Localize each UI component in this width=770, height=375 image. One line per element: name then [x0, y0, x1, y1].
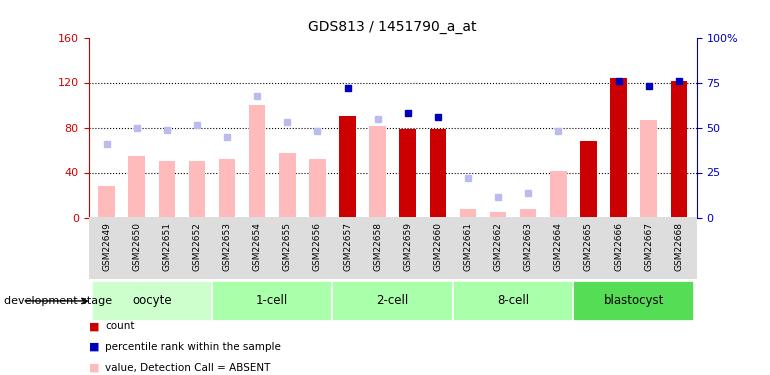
Text: GSM22654: GSM22654: [253, 222, 262, 272]
Bar: [550, 171, 567, 217]
Bar: [400, 129, 416, 217]
Bar: [99, 186, 115, 218]
Text: GSM22651: GSM22651: [162, 222, 172, 272]
Text: GSM22666: GSM22666: [614, 222, 623, 272]
Bar: [333, 281, 453, 321]
Text: GSM22662: GSM22662: [494, 222, 503, 272]
Text: GSM22652: GSM22652: [192, 222, 202, 272]
Bar: [574, 281, 694, 321]
Bar: [92, 281, 212, 321]
Text: ■: ■: [89, 321, 99, 331]
Text: GSM22661: GSM22661: [464, 222, 473, 272]
Text: GSM22659: GSM22659: [403, 222, 412, 272]
Bar: [641, 120, 657, 218]
Bar: [453, 281, 574, 321]
Text: 8-cell: 8-cell: [497, 294, 529, 307]
Text: value, Detection Call = ABSENT: value, Detection Call = ABSENT: [105, 363, 271, 372]
Text: development stage: development stage: [4, 296, 112, 306]
Text: GSM22663: GSM22663: [524, 222, 533, 272]
Bar: [340, 116, 356, 218]
Text: blastocyst: blastocyst: [604, 294, 664, 307]
Text: ■: ■: [89, 363, 99, 372]
Text: ■: ■: [89, 342, 99, 352]
Text: percentile rank within the sample: percentile rank within the sample: [105, 342, 281, 352]
Text: count: count: [105, 321, 135, 331]
Bar: [159, 161, 175, 218]
Bar: [212, 281, 333, 321]
Bar: [219, 159, 236, 218]
Text: GSM22660: GSM22660: [434, 222, 443, 272]
Bar: [611, 78, 627, 218]
Text: GSM22650: GSM22650: [132, 222, 141, 272]
Bar: [129, 156, 145, 218]
Bar: [520, 209, 537, 218]
Text: GSM22655: GSM22655: [283, 222, 292, 272]
Bar: [430, 129, 446, 217]
Bar: [279, 153, 296, 218]
Bar: [249, 105, 266, 218]
Text: GSM22653: GSM22653: [223, 222, 232, 272]
Text: 1-cell: 1-cell: [256, 294, 289, 307]
Bar: [580, 141, 597, 218]
Text: GSM22665: GSM22665: [584, 222, 593, 272]
Bar: [671, 81, 687, 218]
Text: GSM22658: GSM22658: [373, 222, 382, 272]
Text: GSM22657: GSM22657: [343, 222, 352, 272]
Text: GSM22664: GSM22664: [554, 222, 563, 272]
Text: GSM22656: GSM22656: [313, 222, 322, 272]
Text: 2-cell: 2-cell: [377, 294, 409, 307]
Text: GSM22649: GSM22649: [102, 222, 111, 272]
Bar: [490, 212, 507, 217]
Text: GSM22668: GSM22668: [675, 222, 683, 272]
Text: oocyte: oocyte: [132, 294, 172, 307]
Bar: [309, 159, 326, 218]
Bar: [370, 126, 386, 218]
Text: GSM22667: GSM22667: [644, 222, 653, 272]
Title: GDS813 / 1451790_a_at: GDS813 / 1451790_a_at: [309, 20, 477, 34]
Bar: [189, 161, 206, 218]
Bar: [460, 209, 477, 218]
